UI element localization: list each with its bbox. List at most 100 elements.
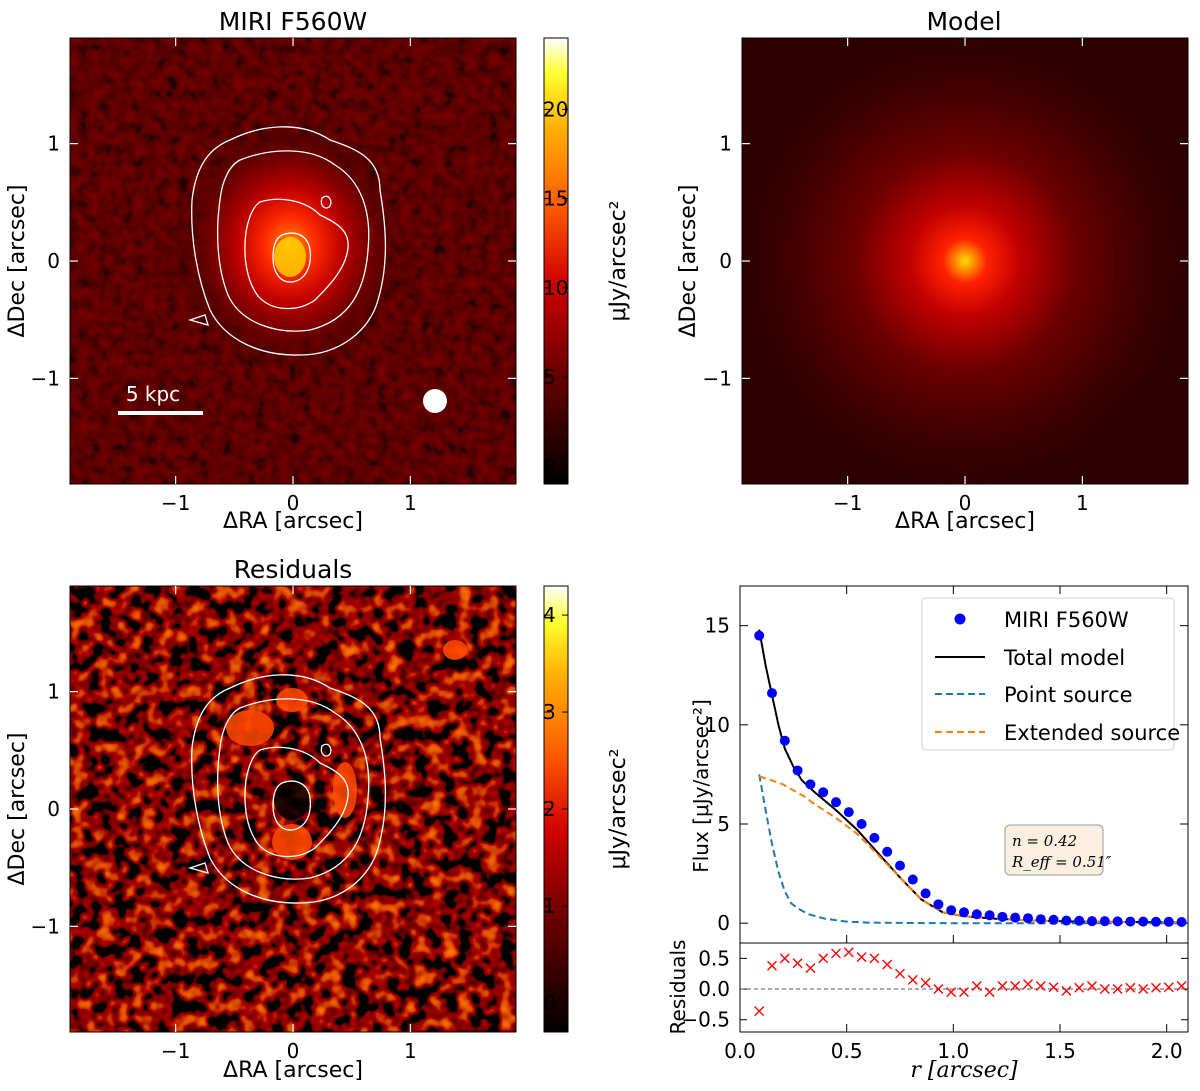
profile-ytick-label: 0 (717, 911, 730, 935)
residual-point (882, 959, 893, 970)
data-point (843, 807, 854, 818)
point-source-line (758, 774, 1184, 925)
profile-ytick-label: 5 (717, 812, 730, 836)
residual-cross-b (959, 987, 969, 998)
residual-point (907, 974, 918, 985)
colorbar-residuals-tick-label: 0 (543, 991, 556, 1015)
colorbar-data-tick-label: 15 (543, 187, 568, 211)
residual-cross-b (997, 980, 1008, 991)
residual-point (856, 952, 867, 963)
data-point (1163, 916, 1174, 927)
data-point (946, 905, 957, 916)
residual-point (1138, 984, 1149, 995)
panel-model-xlabel: ΔRA [arcsec] (895, 509, 1035, 534)
panel-data-ylabel: ΔDec [arcsec] (5, 184, 30, 337)
residual-ytick-label: −0.5 (681, 1008, 730, 1032)
data-point (933, 899, 944, 910)
profile-residual-axes: −0.5 0.0 0.5 0.0 0.5 1.0 1.5 2.0 (681, 946, 1188, 1063)
residual-contour-inner (272, 780, 312, 831)
data-point (959, 907, 969, 918)
model-image (742, 38, 1188, 484)
residual-xtick-label: 0.0 (724, 1039, 756, 1063)
residual-cross-b (1099, 984, 1110, 995)
data-point (754, 630, 765, 641)
residual-cross-b (1112, 984, 1123, 995)
residual-contour-third (244, 746, 349, 858)
panel-residuals-xlabel: ΔRA [arcsec] (223, 1058, 363, 1083)
residual-point (997, 980, 1008, 991)
residual-cross-b (843, 947, 854, 958)
model-ytick-label: −1 (703, 366, 732, 390)
residual-contour-outer (191, 674, 387, 904)
residual-cross-b (856, 952, 867, 963)
data-xtick-label: 1 (404, 491, 417, 515)
colorbar-data-label: μJy/arcsec² (606, 201, 631, 322)
residual-point (818, 953, 829, 964)
residual-cross-b (754, 1006, 765, 1017)
profile-ytick-label: 15 (705, 614, 730, 638)
model-xtick-label: 1 (1076, 491, 1089, 515)
fit-effective-radius: R_eff = 0.51″ (1011, 853, 1112, 871)
contour-second (216, 150, 370, 332)
residuals-ytick-label: 1 (47, 680, 60, 704)
scale-bar (118, 411, 203, 415)
residuals-xtick-label: −1 (161, 1039, 190, 1063)
residual-point (767, 960, 777, 971)
residual-xtick-label: 1.5 (1044, 1039, 1076, 1063)
colorbar-residuals-tick-label: 4 (543, 603, 556, 627)
data-point (1023, 913, 1033, 924)
colorbar-data-tick-label: 10 (543, 276, 568, 300)
data-point (1010, 912, 1021, 923)
data-point (779, 735, 790, 746)
data-point (792, 765, 803, 776)
residual-ring-blobs (226, 640, 467, 860)
panel-model: Model −1 0 1 −1 0 1 ΔRA [arcsec] ΔDec [arcsec… (676, 7, 1189, 534)
data-point (869, 832, 880, 843)
profile-legend: MIRI F560W Total model Point source Exte… (921, 597, 1180, 751)
residual-ytick-label: 0.0 (698, 977, 730, 1001)
residual-cross-b (1151, 982, 1161, 993)
residual-cross-b (933, 984, 944, 995)
residuals-ytick-label: 0 (47, 797, 60, 821)
residual-point (959, 987, 969, 998)
residuals-xtick-label: 1 (404, 1039, 417, 1063)
residual-point (1099, 984, 1110, 995)
data-point (997, 911, 1008, 922)
legend-label-extended: Extended source (1004, 721, 1180, 745)
residual-cross-b (831, 948, 841, 959)
data-point (1176, 916, 1187, 927)
residual-cross-b (1035, 980, 1046, 991)
panel-data: MIRI F560W 5 kpc −1 0 1 −1 0 1 ΔRA [arcsec] Δ… (5, 7, 631, 534)
residual-contour-speck (187, 862, 209, 874)
panel-profile: 0 5 10 15 −0.5 0.0 0.5 0.0 0.5 1.0 1.5 2.0 Flux [μ… (666, 585, 1189, 1083)
residual-blob-s (272, 824, 312, 860)
residual-cross-b (1163, 982, 1174, 993)
residual-point (1163, 982, 1174, 993)
residual-point (792, 958, 803, 969)
contour-third (244, 198, 349, 310)
legend-label-point: Point source (1004, 683, 1133, 707)
data-point (1151, 916, 1161, 927)
residual-blob-ne (443, 640, 467, 660)
panel-residuals-ylabel: ΔDec [arcsec] (5, 732, 30, 885)
extended-source-line (758, 775, 1184, 924)
data-point (1061, 915, 1072, 926)
data-xtick-label: −1 (161, 491, 190, 515)
profile-axes: 0 5 10 15 (705, 586, 1188, 943)
residual-cross-b (1125, 982, 1136, 993)
psf-beam (423, 389, 447, 413)
residual-cross-b (1023, 979, 1033, 990)
residual-point (1112, 984, 1123, 995)
colorbar-residuals-label: μJy/arcsec² (606, 749, 631, 870)
colorbar-data-tick-label: 20 (543, 97, 568, 121)
data-point (1125, 916, 1136, 927)
model-xtick-label: −1 (833, 491, 862, 515)
data-point (882, 846, 893, 857)
residual-point (843, 947, 854, 958)
data-point (920, 888, 931, 899)
data-point (1087, 916, 1097, 927)
colorbar-data-tick-label: 5 (543, 365, 556, 389)
residuals-xtick-label: 0 (287, 1039, 300, 1063)
panel-model-title: Model (926, 7, 1001, 36)
colorbar-data (543, 37, 569, 485)
